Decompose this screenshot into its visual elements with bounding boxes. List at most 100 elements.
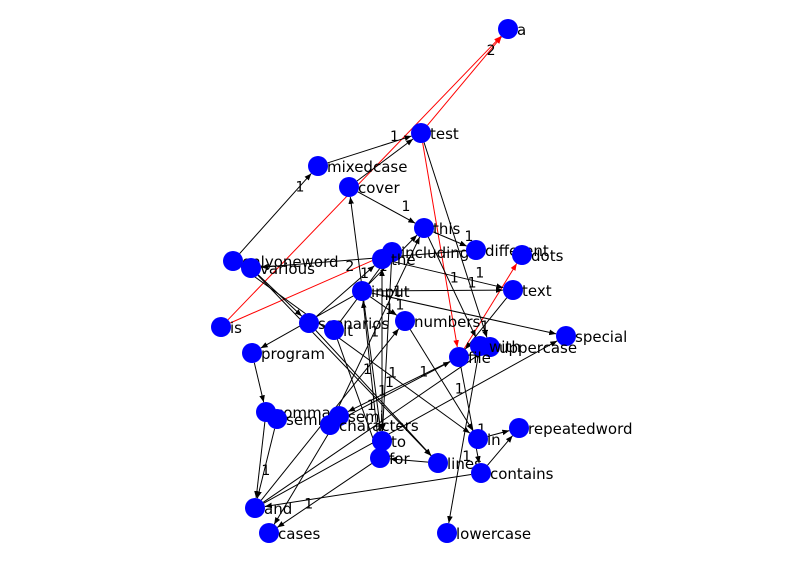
node-label-file: file [468, 349, 491, 367]
edge-including-to [380, 261, 392, 432]
node-label-commas: comma [275, 404, 331, 422]
edge-weight-label: 1 [385, 375, 394, 391]
edge-weight-label: 1 [385, 302, 394, 318]
edge-and-uppercase [262, 352, 483, 503]
edge-weight-label: 1 [296, 180, 305, 196]
node-file [449, 347, 469, 367]
node-this [414, 218, 434, 238]
edge-weight-label: 1 [370, 324, 379, 340]
node-label-onlyoneword: onlyoneword [242, 253, 339, 271]
node-label-with: with [489, 338, 521, 356]
node-to [372, 431, 392, 451]
edge-cover-this [357, 191, 416, 224]
node-label-cases: cases [278, 525, 320, 543]
edge-weight-label: 1 [390, 129, 399, 145]
edge-test-file [422, 142, 459, 348]
edge-onlyoneword-mixedcase [239, 173, 312, 254]
node-various [241, 258, 261, 278]
edge-weight-label: 1 [402, 199, 411, 215]
node-contains [471, 463, 491, 483]
edge-contains-and [264, 474, 472, 509]
edge-weight-label: 1 [388, 366, 397, 382]
edge-weight-label: 1 [304, 496, 313, 512]
edge-this-different [433, 231, 467, 247]
edge-the-text [391, 260, 504, 289]
edge-weight-label: 1 [261, 463, 270, 479]
node-text [503, 280, 523, 300]
edge-weight-label: 1 [360, 266, 369, 282]
node-label-and: and [264, 500, 292, 518]
node-label-the: the [391, 251, 416, 269]
edge-weight-label: 1 [363, 362, 372, 378]
edge-scenarios-lines [315, 330, 432, 456]
node-label-text: text [522, 282, 552, 300]
node-is [211, 317, 231, 337]
edge-test-a [427, 36, 502, 126]
node-label-characters: characters [339, 417, 419, 435]
edge-is-including [229, 255, 384, 324]
node-label-uppercase: uppercase [499, 339, 577, 357]
node-different [466, 240, 486, 260]
edge-weight-label: 2 [487, 43, 496, 59]
edge-for-input [361, 300, 380, 449]
edge-weight-label: 1 [378, 383, 387, 399]
edge-weight-label: 1 [480, 319, 489, 335]
node-onlyoneword [223, 251, 243, 271]
edge-characters-file [338, 361, 451, 421]
edge-weight-label: 2 [345, 259, 354, 275]
node-cover [339, 177, 359, 197]
node-label-this: this [433, 220, 461, 238]
node-lines [428, 453, 448, 473]
edge-weight-label: 1 [462, 449, 471, 465]
node-in [468, 429, 488, 449]
node-for [370, 448, 390, 468]
node-semi [267, 409, 287, 429]
node-a [498, 19, 518, 39]
node-label-special: special [575, 328, 627, 346]
edge-weight-label: 1 [455, 382, 464, 398]
edge-file-semicolons [347, 360, 451, 413]
node-label-input: input [371, 283, 410, 301]
edge-characters-this [333, 236, 421, 417]
edge-program-commas [253, 362, 265, 403]
node-label-numbers: numbers [414, 313, 481, 331]
node-label-cover: cover [358, 179, 401, 197]
edge-for-cases [277, 463, 372, 528]
edge-lines-for [389, 456, 429, 463]
edge-weight-label: 1 [367, 398, 376, 414]
edge-weight-label: 1 [419, 364, 428, 380]
node-scenarios [299, 313, 319, 333]
node-label-a: a [517, 21, 526, 39]
edge-this-with [427, 236, 477, 338]
edge-semi-and [256, 428, 276, 499]
node-label-it: it [343, 322, 353, 340]
node-label-lowercase: lowercase [456, 525, 531, 543]
edge-weight-label: 1 [393, 284, 402, 300]
edge-in-repeatedword [487, 429, 510, 437]
edge-it-for [336, 339, 378, 449]
node-program [242, 343, 262, 363]
node-it [324, 320, 344, 340]
node-the [372, 249, 392, 269]
node-label-test: test [430, 125, 459, 143]
edge-commas-and [254, 421, 266, 499]
node-special [556, 326, 576, 346]
node-label-dots: dots [531, 247, 564, 265]
edge-cover-test [356, 138, 414, 182]
edge-weight-label: 1 [468, 275, 477, 291]
edge-semicolons-cases [273, 424, 335, 525]
node-mixedcase [308, 156, 328, 176]
edge-input-numbers [369, 296, 398, 316]
edge-is-a [227, 35, 502, 321]
node-with [470, 336, 490, 356]
node-label-mixedcase: mixedcase [327, 158, 407, 176]
node-label-contains: contains [490, 465, 554, 483]
node-label-various: various [260, 260, 315, 278]
node-label-in: in [487, 431, 501, 449]
node-characters [320, 415, 340, 435]
node-label-semicolons: semi [348, 408, 384, 426]
edge-with-lowercase [447, 355, 479, 524]
edge-various-lines [257, 274, 432, 457]
edge-different-various [260, 250, 467, 270]
